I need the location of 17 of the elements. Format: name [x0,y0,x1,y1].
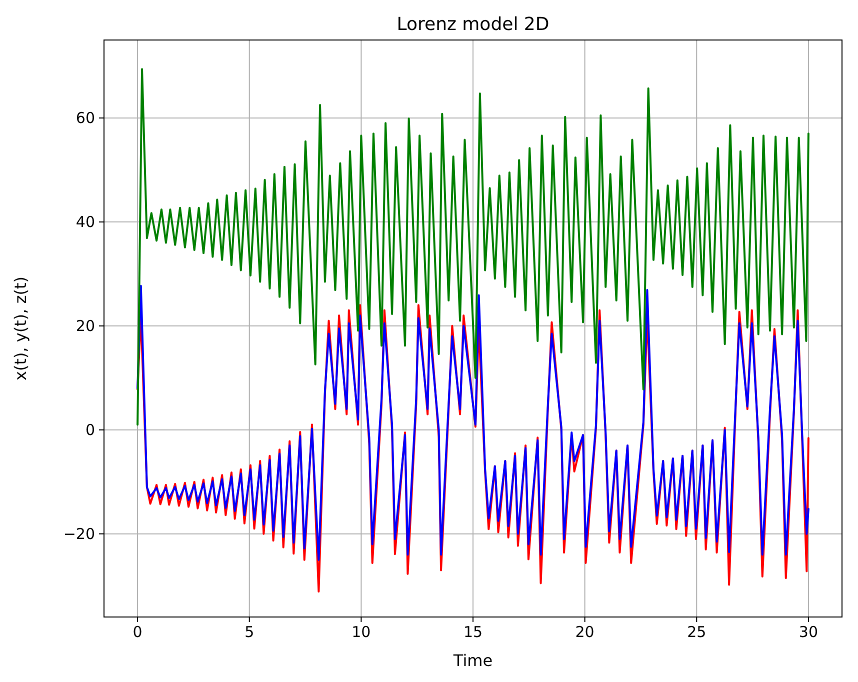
x-tick-label: 0 [132,623,142,641]
x-tick-label: 25 [687,623,706,641]
y-tick-label: 60 [76,109,95,128]
line-series [136,284,810,561]
x-tick-label: 30 [798,623,818,641]
line-series [136,68,810,426]
chart-title: Lorenz model 2D [396,14,550,35]
y-tick-label: 40 [76,213,95,232]
y-tick-label: −20 [63,525,95,544]
x-axis-title: Time [452,651,493,670]
x-tick-label: 15 [463,623,483,641]
x-tick-label: 20 [575,623,594,641]
y-tick-label: 20 [76,317,95,336]
y-tick-label: 0 [85,421,95,440]
x-tick-label: 10 [352,623,371,641]
y-axis-title: x(t), y(t), z(t) [11,276,30,380]
x-tick-label: 5 [244,623,254,641]
